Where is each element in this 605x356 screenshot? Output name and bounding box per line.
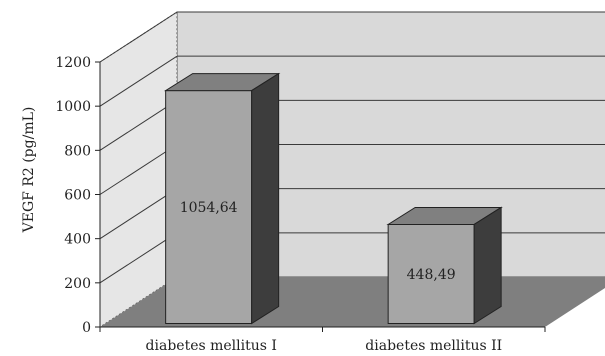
gridline-side-600: [99, 144, 178, 195]
bar-1-side: [251, 72, 280, 325]
y-tick-label-1200: 1200: [55, 55, 91, 71]
y-tick-label-200: 200: [64, 276, 91, 292]
y-tick-label-800: 800: [64, 143, 91, 159]
data-label-2: 448,49: [407, 267, 456, 283]
gridline-side-800: [99, 99, 178, 151]
x-category-label-1: diabetes mellitus I: [146, 338, 277, 354]
y-tick-label-600: 600: [64, 188, 91, 204]
bar-2-side: [473, 206, 502, 325]
bar-1-front: [165, 90, 253, 325]
gridline-side-1000: [99, 55, 178, 107]
bar-2-front: [387, 223, 475, 325]
y-tick-label-0: 0: [82, 320, 91, 336]
x-category-label-2: diabetes mellitus II: [365, 338, 502, 354]
y-tick-label-1000: 1000: [55, 99, 91, 115]
gridline-side-1200: [99, 11, 178, 63]
gridline-side-400: [99, 188, 178, 240]
y-tick-label-400: 400: [64, 232, 91, 248]
data-label-1: 1054,64: [180, 200, 238, 216]
gridline-side-200: [99, 232, 178, 284]
y-axis-title: VEGF R2 (pg/mL): [21, 107, 37, 234]
